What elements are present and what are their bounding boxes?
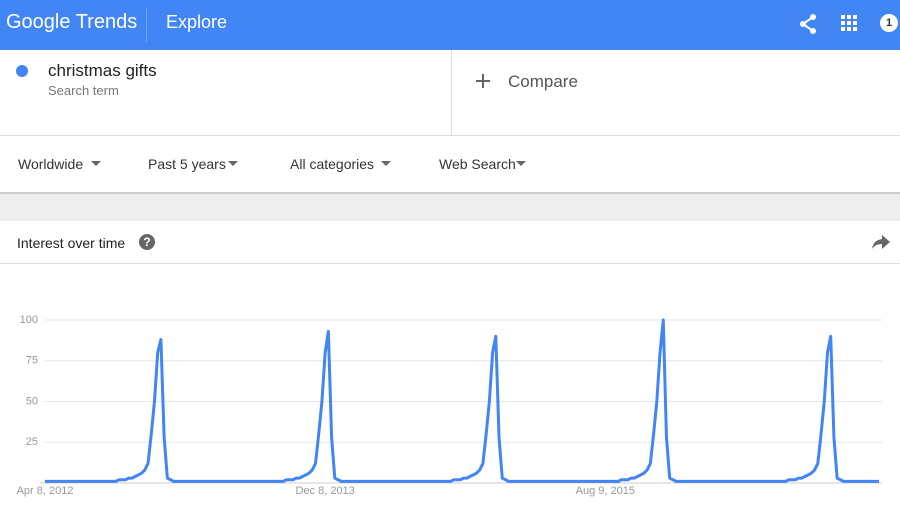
share-arrow[interactable] [872, 235, 890, 249]
logo[interactable]: Google Trends [6, 11, 138, 33]
dropdown-arrows [91, 161, 526, 166]
filter-search-type[interactable]: Web Search [439, 156, 516, 172]
x-tick-label: Aug 9, 2015 [576, 485, 635, 497]
term-dot [16, 65, 28, 77]
y-tick-label: 50 [26, 395, 38, 407]
card-header: Interest over time ? [0, 221, 900, 264]
notification-badge[interactable]: 1 [880, 14, 898, 32]
x-tick-label: Apr 8, 2012 [17, 485, 74, 497]
card-title: Interest over time [17, 235, 126, 251]
filter-time[interactable]: Past 5 years [148, 156, 226, 172]
filter-row: Worldwide Past 5 years All categories We… [0, 136, 900, 194]
search-row: christmas gifts Search term Compare [0, 50, 900, 136]
search-term[interactable]: christmas gifts [48, 61, 157, 80]
chart: 25 50 75 100 Apr 8, 2012 Dec 8, 2013 Aug 9, 20… [17, 314, 882, 497]
divider [146, 8, 147, 42]
help-icon[interactable]: ? [139, 234, 155, 250]
y-tick-label: 75 [26, 355, 38, 367]
x-tick-label: Dec 8, 2013 [295, 485, 354, 497]
y-tick-label: 25 [26, 436, 38, 448]
top-bar: Google Trends Explore 1 [0, 0, 900, 50]
y-tick-label: 100 [20, 314, 38, 326]
plus-icon[interactable] [476, 74, 490, 88]
divider [451, 50, 452, 135]
separator-band [0, 194, 900, 221]
share-icon[interactable] [798, 12, 820, 36]
apps-icon[interactable] [841, 15, 857, 31]
filter-location[interactable]: Worldwide [18, 156, 84, 172]
section-title: Explore [166, 12, 228, 32]
filter-category[interactable]: All categories [290, 156, 375, 172]
compare-button[interactable]: Compare [508, 72, 578, 91]
trend-line [45, 318, 879, 483]
search-subtitle: Search term [48, 83, 119, 98]
